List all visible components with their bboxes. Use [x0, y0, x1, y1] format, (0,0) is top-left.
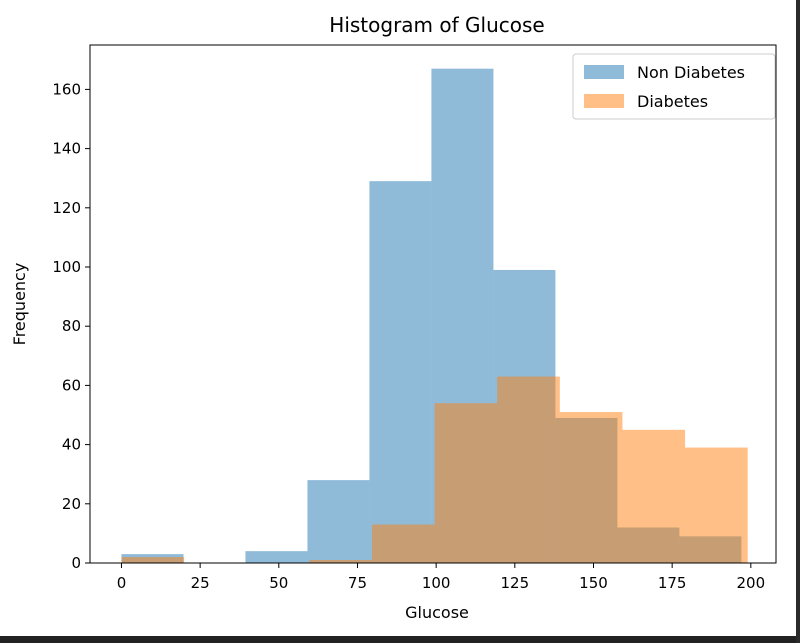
- x-tick-label-150: 150: [579, 574, 608, 592]
- bar-diabetes-8: [622, 429, 686, 563]
- y-tick-label-80: 80: [62, 317, 81, 335]
- legend-label-non-diabetes: Non Diabetes: [637, 63, 745, 82]
- plot-frame: [89, 44, 777, 564]
- x-tick-label-175: 175: [658, 574, 687, 592]
- x-tick-label-0: 0: [117, 574, 127, 592]
- y-tick-label-0: 0: [71, 554, 81, 572]
- y-tick-label-100: 100: [52, 258, 81, 276]
- bars-layer: [121, 68, 748, 564]
- x-tick-label-50: 50: [269, 574, 288, 592]
- bar-diabetes-7: [559, 412, 623, 563]
- x-tick-label-100: 100: [422, 574, 451, 592]
- x-axis: 0 25 50 75 100 125 150 175 200: [117, 563, 765, 592]
- y-axis: 0 20 40 60 80 100 120 140 160: [52, 80, 90, 572]
- window-right-border: [796, 0, 800, 643]
- chart-title: Histogram of Glucose: [329, 13, 544, 37]
- y-axis-label: Frequency: [10, 263, 29, 346]
- legend-label-diabetes: Diabetes: [637, 92, 708, 111]
- bar-diabetes-9: [685, 447, 748, 563]
- x-tick-label-25: 25: [191, 574, 210, 592]
- legend: Non Diabetes Diabetes: [572, 53, 776, 120]
- bar-diabetes-6: [497, 376, 560, 563]
- bar-diabetes-5: [434, 403, 498, 563]
- y-tick-label-120: 120: [52, 199, 81, 217]
- bar-diabetes-3: [309, 560, 372, 563]
- y-tick-label-40: 40: [62, 436, 81, 454]
- y-tick-label-60: 60: [62, 376, 81, 394]
- y-tick-label-140: 140: [52, 140, 81, 158]
- x-tick-label-75: 75: [348, 574, 367, 592]
- x-tick-label-125: 125: [500, 574, 529, 592]
- bar-non-diabetes-2: [245, 551, 308, 563]
- window-bottom-border: [0, 636, 800, 643]
- x-tick-label-200: 200: [737, 574, 766, 592]
- legend-swatch-diabetes: [584, 94, 624, 108]
- x-axis-label: Glucose: [405, 603, 469, 622]
- legend-swatch-non-diabetes: [584, 65, 624, 79]
- bar-non-diabetes-3: [307, 480, 370, 563]
- y-tick-label-160: 160: [52, 80, 81, 98]
- bar-diabetes-0: [121, 557, 185, 563]
- bar-non-diabetes-4: [369, 181, 432, 563]
- y-tick-label-20: 20: [62, 495, 81, 513]
- bar-diabetes-4: [371, 524, 435, 563]
